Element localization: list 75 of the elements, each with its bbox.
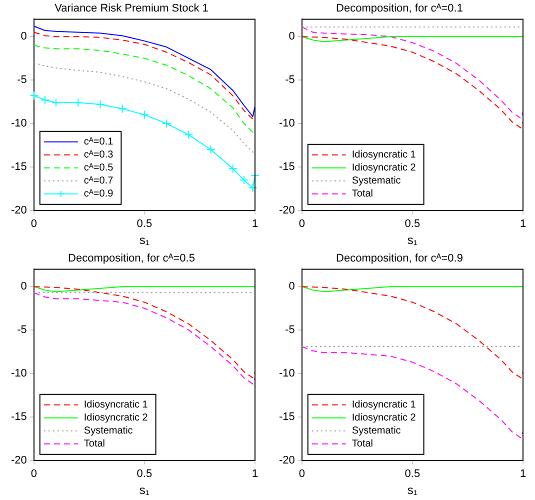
point <box>29 91 38 100</box>
x-tick-label: 0 <box>30 218 37 230</box>
x-axis-title: s₁ <box>139 233 150 248</box>
point <box>162 118 172 128</box>
point <box>40 96 50 105</box>
x-tick-label: 0.5 <box>136 218 152 230</box>
point <box>248 183 258 192</box>
y-tick-label: 0 <box>288 280 295 293</box>
x-tick-label: 0.5 <box>404 468 420 480</box>
y-tick-label: -5 <box>285 324 295 336</box>
y-tick-label: -10 <box>10 368 27 380</box>
legend-label: Total <box>84 438 106 450</box>
x-axis-title: s₁ <box>407 483 418 498</box>
x-tick-label: 1 <box>252 468 258 480</box>
line-series <box>301 286 524 378</box>
point <box>228 164 238 174</box>
y-tick-label: -20 <box>278 454 295 466</box>
legend-label: Total <box>352 438 374 450</box>
line-series <box>301 36 524 128</box>
point <box>118 104 127 114</box>
legend-label: Idiosyncratic 1 <box>352 150 416 161</box>
x-tick-label: 1 <box>252 218 258 230</box>
x-tick-label: 0.5 <box>136 468 152 480</box>
point <box>184 130 194 140</box>
point <box>52 98 61 108</box>
legend-label: Idiosyncratic 1 <box>352 400 416 411</box>
y-tick-label: 0 <box>288 30 295 43</box>
x-axis-title: s₁ <box>139 483 150 498</box>
legend-label: Systematic <box>352 176 401 187</box>
y-tick-label: -10 <box>278 368 295 380</box>
y-tick-label: -20 <box>278 204 295 216</box>
point <box>96 100 105 109</box>
legend-label: Total <box>352 188 374 200</box>
legend-label: Systematic <box>84 426 133 437</box>
point <box>74 98 83 108</box>
x-axis-title: s₁ <box>407 233 418 248</box>
y-tick-label: -10 <box>278 118 295 130</box>
x-tick-label: 0 <box>30 468 37 480</box>
legend-label: cᴬ=0.3 <box>84 150 114 161</box>
line-series <box>301 346 524 438</box>
y-tick-label: -5 <box>285 74 295 86</box>
point <box>239 175 248 184</box>
y-tick-label: -5 <box>17 74 27 86</box>
chart-title: Decomposition, for cᴬ=0.1 <box>336 2 463 15</box>
legend-label: Idiosyncratic 1 <box>84 400 148 411</box>
x-tick-label: 1 <box>520 218 526 230</box>
legend-label: Idiosyncratic 2 <box>84 412 148 424</box>
y-tick-label: -15 <box>10 160 27 173</box>
line-series <box>301 26 524 119</box>
legend-label: Idiosyncratic 2 <box>352 412 416 424</box>
legend-label: cᴬ=0.9 <box>84 188 114 200</box>
y-tick-label: -20 <box>10 454 27 466</box>
legend-label: cᴬ=0.1 <box>84 136 114 148</box>
x-tick-label: 1 <box>520 468 526 480</box>
legend-label: cᴬ=0.7 <box>84 176 114 187</box>
y-tick-label: -10 <box>10 118 27 130</box>
legend-label: cᴬ=0.5 <box>84 162 114 174</box>
legend-label: Systematic <box>352 426 401 437</box>
point <box>140 110 149 120</box>
y-tick-label: 0 <box>20 30 27 43</box>
y-tick-label: -15 <box>278 410 295 423</box>
y-tick-label: 0 <box>20 280 27 293</box>
chart-title: Decomposition, for cᴬ=0.5 <box>68 252 195 265</box>
x-tick-label: 0.5 <box>404 218 420 230</box>
line-series <box>33 44 256 133</box>
legend-label: Idiosyncratic 2 <box>352 162 416 174</box>
chart-title: Decomposition, for cᴬ=0.9 <box>336 252 463 265</box>
x-tick-label: 0 <box>298 468 305 480</box>
y-tick-label: -20 <box>10 204 27 216</box>
y-tick-label: -15 <box>10 410 27 423</box>
chart-title: Variance Risk Premium Stock 1 <box>54 2 208 15</box>
x-tick-label: 0 <box>298 218 305 230</box>
y-tick-label: -5 <box>17 324 27 336</box>
y-tick-label: -15 <box>278 160 295 173</box>
point <box>206 145 216 154</box>
